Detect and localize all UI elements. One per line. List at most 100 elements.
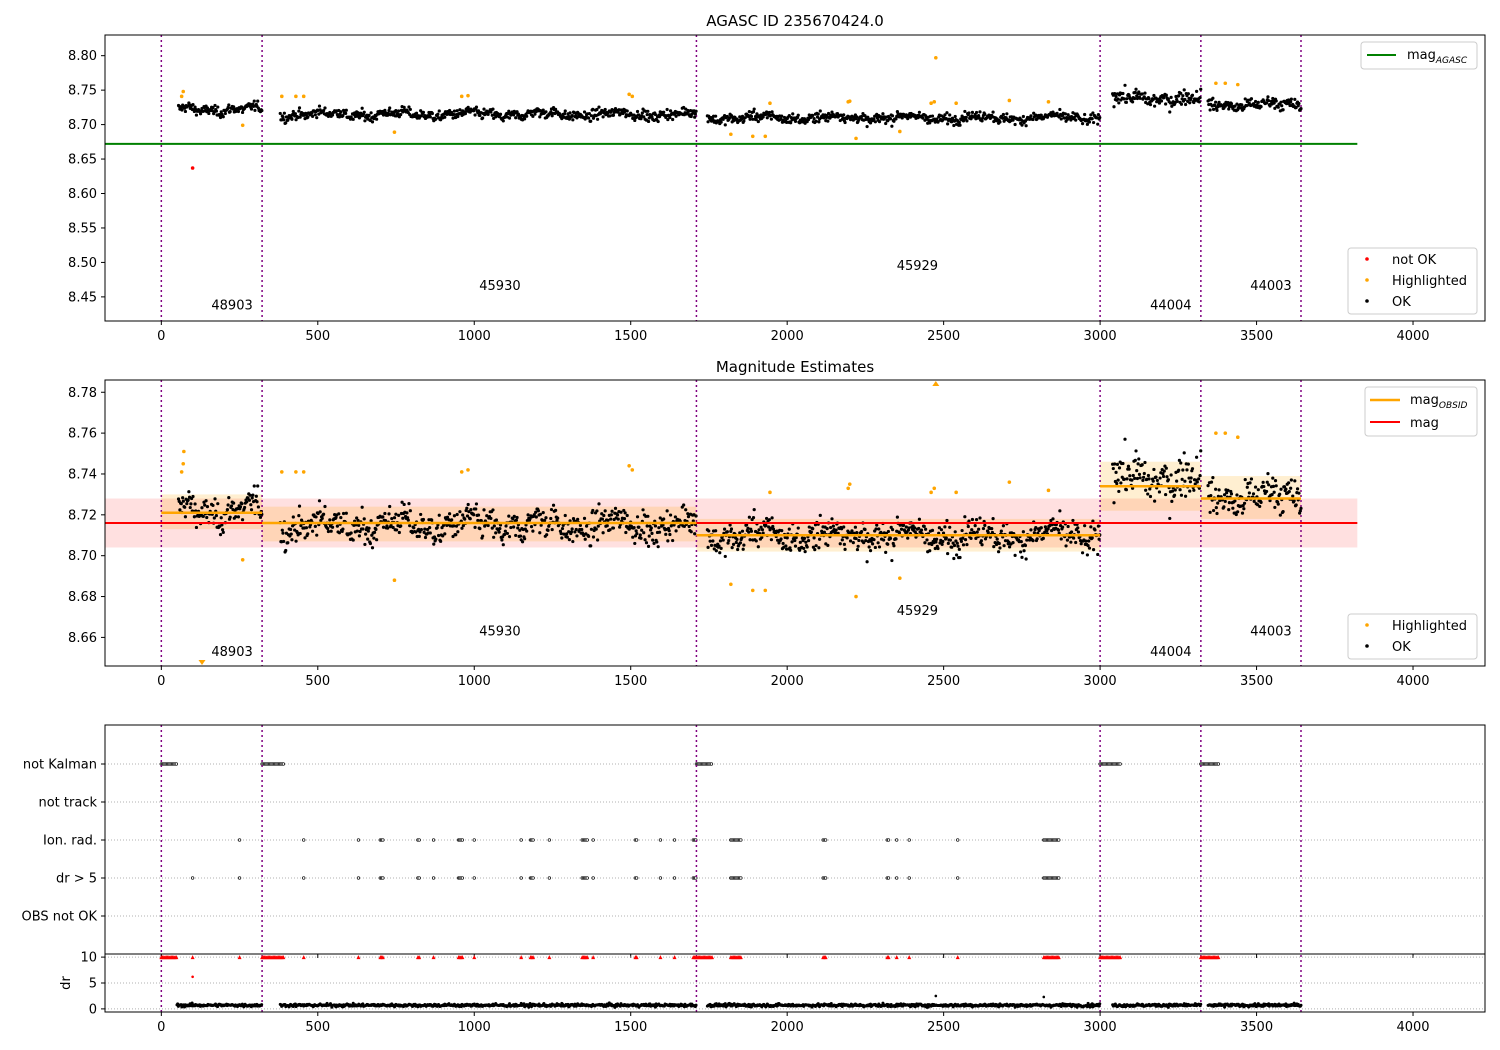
ok-point xyxy=(337,531,342,535)
ok-point xyxy=(551,503,556,507)
x-tick-label: 3000 xyxy=(1084,674,1117,689)
ok-point xyxy=(1240,511,1245,515)
ok-point xyxy=(1021,114,1025,119)
ok-point xyxy=(957,547,961,551)
ok-point xyxy=(221,530,225,534)
ok-point xyxy=(525,114,529,118)
ok-point xyxy=(611,113,616,117)
ok-point xyxy=(556,516,560,520)
ok-point xyxy=(646,514,650,518)
ok-point xyxy=(674,114,678,118)
ok-point xyxy=(959,539,964,543)
ok-point xyxy=(397,109,401,113)
ok-point xyxy=(387,512,391,516)
ok-point xyxy=(310,114,315,118)
ok-point xyxy=(1031,117,1035,122)
ok-point xyxy=(1087,120,1092,124)
ok-point xyxy=(187,490,191,494)
ok-point xyxy=(1131,473,1135,478)
highlighted-point xyxy=(1223,431,1228,435)
flag-marker xyxy=(694,876,698,880)
ok-point xyxy=(178,508,182,512)
ok-point xyxy=(608,528,612,532)
ok-point xyxy=(761,531,765,535)
ok-point xyxy=(686,515,691,519)
ok-point xyxy=(329,529,333,533)
flag-marker xyxy=(174,762,178,766)
ok-point xyxy=(813,548,817,552)
ok-point xyxy=(203,503,207,507)
ok-point xyxy=(928,549,932,553)
ok-point xyxy=(1169,95,1173,99)
ok-point xyxy=(600,517,605,521)
ok-point xyxy=(523,117,527,121)
ok-point xyxy=(653,112,658,117)
ok-point xyxy=(740,529,745,533)
ok-point xyxy=(408,107,412,112)
ok-point xyxy=(943,525,947,529)
ok-point xyxy=(1125,97,1129,101)
ok-point xyxy=(731,119,736,123)
ok-point xyxy=(249,107,254,111)
ok-point xyxy=(631,116,635,120)
ok-point xyxy=(560,536,564,540)
ok-point xyxy=(850,529,854,533)
ok-point xyxy=(366,537,370,541)
ok-point xyxy=(809,530,813,534)
ok-point xyxy=(674,529,678,533)
ok-point xyxy=(894,537,898,541)
ok-point xyxy=(874,527,878,531)
ok-point xyxy=(892,544,896,548)
ok-point xyxy=(1241,504,1245,508)
flag-marker xyxy=(895,876,899,880)
ok-point xyxy=(505,531,510,536)
ok-point xyxy=(859,529,864,534)
ok-point xyxy=(952,556,956,561)
ok-point xyxy=(605,524,609,528)
ok-point xyxy=(200,506,204,510)
ok-point xyxy=(191,103,195,107)
ok-point xyxy=(562,532,566,536)
ok-point xyxy=(991,517,995,521)
ok-point xyxy=(817,537,822,541)
ok-point xyxy=(389,523,393,527)
ok-point xyxy=(514,518,518,522)
y-tick-label: 8.45 xyxy=(68,290,97,305)
flag-marker xyxy=(585,838,589,842)
ok-point xyxy=(1299,506,1303,510)
ok-point xyxy=(399,524,403,528)
ok-point xyxy=(1142,471,1146,476)
ok-point xyxy=(1182,88,1186,92)
ok-point xyxy=(1280,104,1284,108)
ok-point xyxy=(970,517,975,522)
ok-point xyxy=(306,115,310,119)
highlighted-point xyxy=(179,94,184,99)
ok-point xyxy=(665,107,669,112)
flag-category-label: OBS not OK xyxy=(22,910,98,925)
ok-point xyxy=(366,529,370,533)
flag-marker xyxy=(519,876,523,880)
ok-point xyxy=(211,503,215,508)
ok-point xyxy=(634,529,638,533)
ok-point xyxy=(602,513,606,518)
ok-point xyxy=(188,505,192,510)
ok-point xyxy=(387,108,391,113)
ok-point xyxy=(297,109,301,113)
ok-point xyxy=(179,502,183,506)
ok-point xyxy=(1002,544,1006,548)
ok-point xyxy=(1137,90,1141,94)
ok-point xyxy=(764,523,768,528)
ok-point xyxy=(545,533,549,537)
highlighted-point xyxy=(459,470,464,474)
highlighted-point xyxy=(294,94,298,99)
ok-point xyxy=(643,538,647,542)
ok-point xyxy=(939,528,944,532)
ok-point xyxy=(1154,475,1158,479)
ok-point xyxy=(623,511,627,515)
ok-point xyxy=(646,119,651,124)
highlighted-point xyxy=(240,123,245,128)
ok-point xyxy=(1127,467,1131,471)
ok-point xyxy=(419,512,423,517)
ok-point xyxy=(1080,122,1085,126)
highlighted-point xyxy=(750,588,755,593)
